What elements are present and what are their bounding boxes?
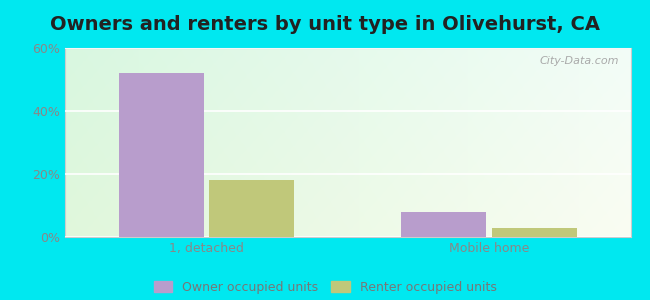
- Bar: [119, 73, 203, 237]
- Bar: [402, 212, 486, 237]
- Text: Owners and renters by unit type in Olivehurst, CA: Owners and renters by unit type in Olive…: [50, 15, 600, 34]
- Text: City-Data.com: City-Data.com: [540, 56, 619, 66]
- Bar: [492, 227, 577, 237]
- Legend: Owner occupied units, Renter occupied units: Owner occupied units, Renter occupied un…: [153, 281, 497, 294]
- Bar: [209, 180, 294, 237]
